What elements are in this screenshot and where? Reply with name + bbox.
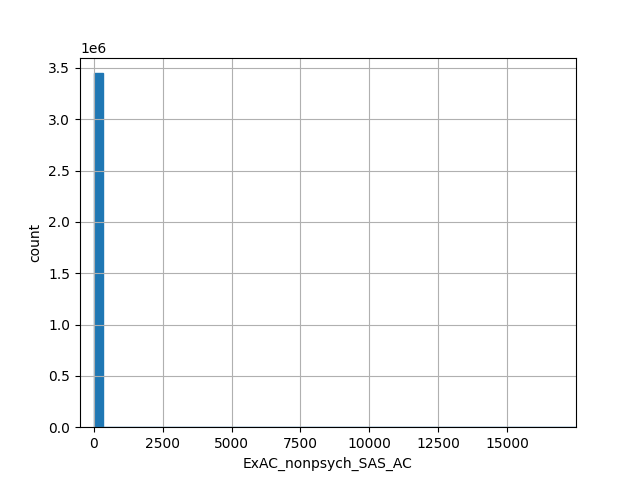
Bar bbox=[94, 73, 104, 427]
X-axis label: ExAC_nonpsych_SAS_AC: ExAC_nonpsych_SAS_AC bbox=[243, 456, 413, 470]
Y-axis label: count: count bbox=[29, 223, 43, 262]
